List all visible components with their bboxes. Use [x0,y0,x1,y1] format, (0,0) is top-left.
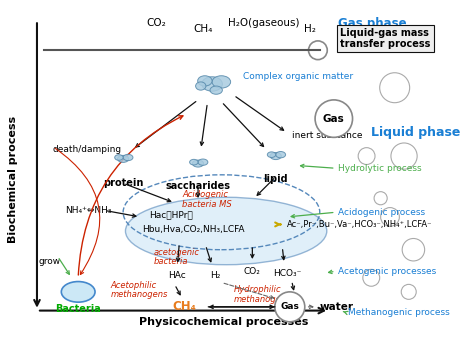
Ellipse shape [126,197,327,265]
Text: acetogenic: acetogenic [154,248,200,257]
Text: Gas phase: Gas phase [338,17,407,30]
Text: H₂: H₂ [304,24,316,34]
Text: NH₄⁺⇔NH₃: NH₄⁺⇔NH₃ [65,206,111,215]
Ellipse shape [202,77,222,91]
Text: Hydrolytic process: Hydrolytic process [338,164,422,173]
Text: Acetophilic: Acetophilic [111,281,157,290]
Circle shape [358,148,375,164]
Text: water: water [320,302,354,312]
Text: HCO₃⁻: HCO₃⁻ [273,269,301,278]
Text: Bacteria: Bacteria [55,304,101,314]
Text: protein: protein [103,178,143,187]
Ellipse shape [190,159,198,165]
Circle shape [363,269,380,286]
Ellipse shape [118,155,129,162]
Text: Physicochemical processes: Physicochemical processes [138,318,308,327]
Text: Gas: Gas [323,114,345,123]
Text: death/damping: death/damping [53,145,122,154]
Text: CH₄: CH₄ [193,24,212,34]
Text: bacteria: bacteria [154,257,189,266]
Text: saccharides: saccharides [165,181,230,191]
Text: lipid: lipid [264,174,288,184]
Circle shape [391,143,417,169]
Text: Liquid-gas mass
transfer process: Liquid-gas mass transfer process [340,28,431,50]
Text: Ac⁻,Pr⁻,Bu⁻,Va⁻,HCO₃⁻,NH₄⁺,LCFA⁻: Ac⁻,Pr⁻,Bu⁻,Va⁻,HCO₃⁻,NH₄⁺,LCFA⁻ [287,220,432,229]
Ellipse shape [115,155,123,160]
Circle shape [374,192,387,205]
Text: Methanogenic process: Methanogenic process [348,308,450,317]
Ellipse shape [196,82,206,90]
Circle shape [275,292,305,322]
Text: methanogens: methanogens [234,295,291,304]
Circle shape [381,207,400,226]
Text: methanogens: methanogens [111,290,168,299]
Circle shape [401,284,416,299]
Text: Complex organic matter: Complex organic matter [243,72,353,81]
Text: Hydrophilic: Hydrophilic [234,286,281,294]
Ellipse shape [276,151,286,158]
Ellipse shape [267,152,276,158]
Text: grow: grow [38,257,60,266]
Text: Biochemical process: Biochemical process [8,116,18,243]
Text: bacteria MS: bacteria MS [182,200,232,209]
Circle shape [315,100,353,137]
Text: Hbu,Hva,CO₂,NH₃,LCFA: Hbu,Hva,CO₂,NH₃,LCFA [142,225,245,234]
Ellipse shape [210,86,222,94]
Circle shape [402,238,425,261]
Text: Liquid phase: Liquid phase [371,126,461,139]
Ellipse shape [61,281,95,302]
Text: Gas: Gas [280,302,299,311]
Text: CO₂: CO₂ [244,267,261,276]
Text: HAc: HAc [169,271,186,280]
Ellipse shape [192,160,204,167]
Ellipse shape [270,153,282,160]
Text: Hac，HPr，: Hac，HPr， [149,211,193,219]
Ellipse shape [198,76,212,86]
Text: H₂O(gaseous): H₂O(gaseous) [228,19,300,29]
Text: H₂: H₂ [210,271,220,280]
Ellipse shape [198,159,208,165]
Ellipse shape [212,76,231,88]
Circle shape [309,41,327,60]
Text: inert substance: inert substance [292,131,362,140]
Text: Acidogenic: Acidogenic [182,190,228,199]
Circle shape [380,73,410,103]
Text: CO₂: CO₂ [146,19,166,29]
Text: Acidogenic process: Acidogenic process [338,208,426,217]
Text: CH₄: CH₄ [172,300,196,313]
Text: Acetogenic processes: Acetogenic processes [338,267,437,276]
Ellipse shape [123,154,133,161]
